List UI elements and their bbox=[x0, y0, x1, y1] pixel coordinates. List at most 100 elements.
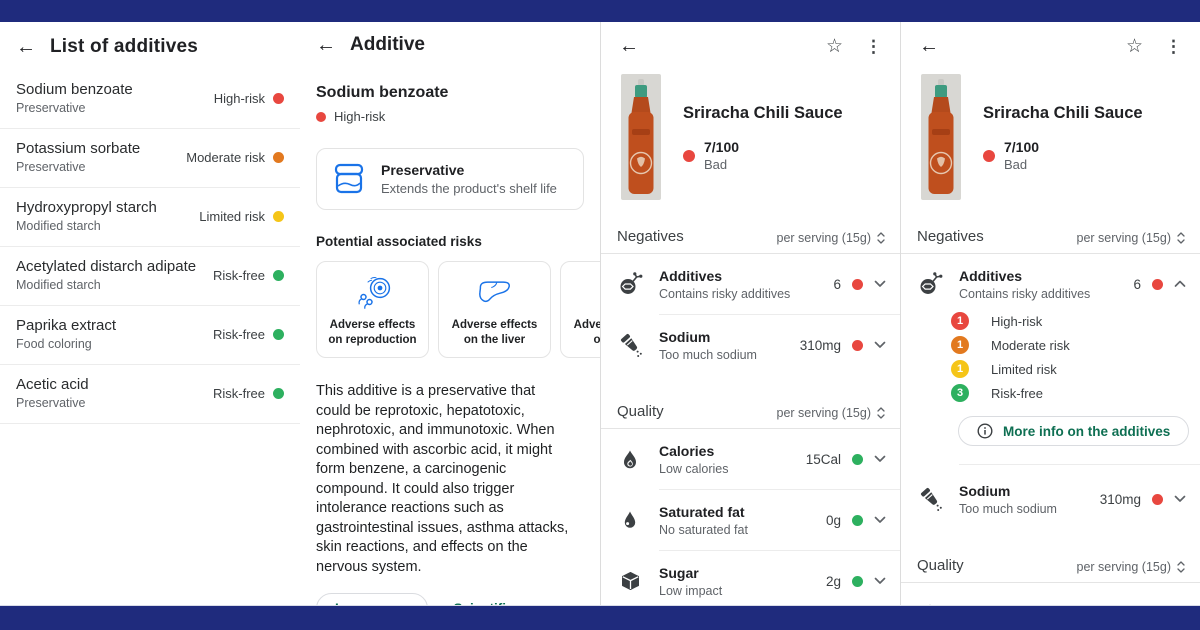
additive-category: Preservative bbox=[16, 160, 86, 174]
row-title: Sodium bbox=[659, 328, 711, 345]
row-title: Sodium bbox=[959, 482, 1011, 499]
score-dot bbox=[683, 149, 695, 162]
favorite-star-icon[interactable]: ☆ bbox=[825, 35, 843, 57]
per-serving-label: per serving (15g) bbox=[776, 231, 872, 245]
status-dot bbox=[1152, 278, 1163, 290]
risk-card[interactable]: Adverse effects on the… bbox=[560, 261, 600, 358]
breakdown-row: 3 Risk-free bbox=[951, 384, 1200, 402]
reproduction-icon bbox=[357, 276, 390, 309]
chevron-down-icon[interactable] bbox=[874, 280, 886, 288]
nutrient-row-additives[interactable]: Additives Contains risky additives 6 bbox=[901, 254, 1200, 314]
row-subtitle: Low calories bbox=[659, 461, 729, 476]
per-serving-label: per serving (15g) bbox=[776, 406, 872, 420]
divider bbox=[901, 582, 1200, 583]
row-value: 6 bbox=[833, 276, 841, 292]
nutrient-row-calories[interactable]: Calories Low calories 15Cal bbox=[601, 429, 900, 489]
back-icon[interactable]: ← bbox=[619, 35, 639, 57]
count-badge: 1 bbox=[951, 360, 969, 378]
bottom-frame-bar bbox=[0, 605, 1200, 630]
list-item[interactable]: Paprika extract Food coloring Risk-free bbox=[0, 306, 300, 364]
divider bbox=[0, 364, 300, 365]
breakdown-label: Risk-free bbox=[991, 385, 1044, 401]
additive-description: This additive is a preservative that cou… bbox=[316, 383, 569, 575]
back-icon[interactable]: ← bbox=[16, 36, 36, 58]
back-icon[interactable]: ← bbox=[316, 34, 336, 56]
list-item[interactable]: Potassium sorbate Preservative Moderate r… bbox=[0, 129, 300, 187]
per-serving-toggle[interactable]: per serving (15g) bbox=[777, 231, 887, 245]
count-badge: 1 bbox=[951, 336, 969, 354]
row-value: 310mg bbox=[799, 337, 841, 353]
flame-icon bbox=[617, 448, 643, 470]
overflow-menu-icon[interactable]: ⋮ bbox=[1165, 36, 1182, 56]
status-dot bbox=[852, 453, 863, 465]
nutrient-row-additives[interactable]: Additives Contains risky additives 6 bbox=[601, 254, 900, 314]
row-value: 310mg bbox=[1099, 491, 1141, 507]
list-item[interactable]: Hydroxypropyl starch Modified starch Limi… bbox=[0, 188, 300, 246]
overflow-menu-icon[interactable]: ⋮ bbox=[865, 36, 882, 56]
list-item[interactable]: Acetylated distarch adipate Modified star… bbox=[0, 247, 300, 305]
chevron-down-icon[interactable] bbox=[874, 516, 886, 524]
sugar-cube-icon bbox=[617, 570, 643, 592]
more-info-additives-button[interactable]: More info on the additives bbox=[958, 416, 1190, 446]
additive-category: Food coloring bbox=[16, 337, 92, 351]
more-info-label: More info on the additives bbox=[1003, 423, 1171, 439]
product-name: Sriracha Chili Sauce bbox=[683, 104, 843, 122]
row-value: 2g bbox=[825, 573, 841, 589]
row-value: 15Cal bbox=[805, 451, 841, 467]
risk-dot bbox=[273, 387, 284, 399]
risk-dot bbox=[273, 328, 284, 340]
product-photo bbox=[921, 74, 961, 200]
nutrient-row-sodium[interactable]: Sodium Too much sodium 310mg bbox=[601, 315, 900, 375]
favorite-star-icon[interactable]: ☆ bbox=[1125, 35, 1143, 57]
divider bbox=[959, 464, 1200, 465]
chevron-down-icon[interactable] bbox=[874, 341, 886, 349]
list-item[interactable]: Sodium benzoate Preservative High-risk bbox=[0, 70, 300, 128]
additive-category: Preservative bbox=[16, 396, 86, 410]
per-serving-label: per serving (15g) bbox=[1076, 231, 1172, 245]
per-serving-toggle[interactable]: per serving (15g) bbox=[1077, 231, 1187, 245]
row-title: Saturated fat bbox=[659, 503, 745, 520]
salt-shaker-icon bbox=[617, 332, 643, 358]
divider bbox=[0, 305, 300, 306]
per-serving-toggle[interactable]: per serving (15g) bbox=[777, 406, 887, 420]
list-item[interactable]: Acetic acid Preservative Risk-free bbox=[0, 365, 300, 423]
additive-category: Preservative bbox=[16, 101, 86, 115]
status-dot bbox=[852, 278, 863, 290]
risk-label: Risk-free bbox=[212, 326, 265, 342]
score-value: 7/100 bbox=[1004, 139, 1040, 155]
risk-card[interactable]: Adverse effects on reproduction bbox=[316, 261, 429, 358]
chevron-up-icon[interactable] bbox=[1174, 280, 1186, 288]
nutrient-row-sugar[interactable]: Sugar Low impact 2g bbox=[601, 551, 900, 608]
preservative-jar-icon bbox=[334, 163, 364, 194]
function-title: Preservative bbox=[381, 162, 465, 178]
risk-card-label: Adverse effects on the… bbox=[573, 319, 600, 346]
chevron-down-icon[interactable] bbox=[874, 577, 886, 585]
function-card: Preservative Extends the product's shelf… bbox=[316, 148, 584, 210]
breakdown-row: 1 High-risk bbox=[951, 312, 1200, 330]
breakdown-label: Limited risk bbox=[991, 361, 1057, 377]
risk-dot bbox=[273, 269, 284, 281]
nutrient-row-sodium[interactable]: Sodium Too much sodium 310mg bbox=[901, 469, 1200, 529]
divider bbox=[659, 489, 900, 490]
back-icon[interactable]: ← bbox=[919, 35, 939, 57]
additives-molecule-icon bbox=[617, 271, 643, 297]
score-dot bbox=[983, 149, 995, 162]
chevron-down-icon[interactable] bbox=[1174, 495, 1186, 503]
risk-label: Risk-free bbox=[212, 385, 265, 401]
risk-card-label: Adverse effects on the liver bbox=[451, 319, 538, 346]
risk-card[interactable]: Adverse effects on the liver bbox=[438, 261, 551, 358]
additive-category: Modified starch bbox=[16, 219, 101, 233]
sort-toggle-icon bbox=[877, 407, 885, 419]
nutrient-row-saturated-fat[interactable]: Saturated fat No saturated fat 0g bbox=[601, 490, 900, 550]
breakdown-label: High-risk bbox=[991, 313, 1043, 329]
chevron-down-icon[interactable] bbox=[874, 455, 886, 463]
negatives-title: Negatives bbox=[917, 228, 984, 245]
additive-name: Acetylated distarch adipate bbox=[16, 258, 197, 275]
risk-cards-carousel[interactable]: Adverse effects on reproduction Adverse … bbox=[316, 261, 600, 358]
per-serving-toggle[interactable]: per serving (15g) bbox=[1077, 560, 1187, 574]
additive-name: Acetic acid bbox=[16, 376, 89, 393]
divider bbox=[901, 253, 1200, 254]
scientific-sources-link[interactable]: Scientific sources bbox=[454, 601, 570, 608]
divider bbox=[659, 550, 900, 551]
divider bbox=[601, 428, 900, 429]
